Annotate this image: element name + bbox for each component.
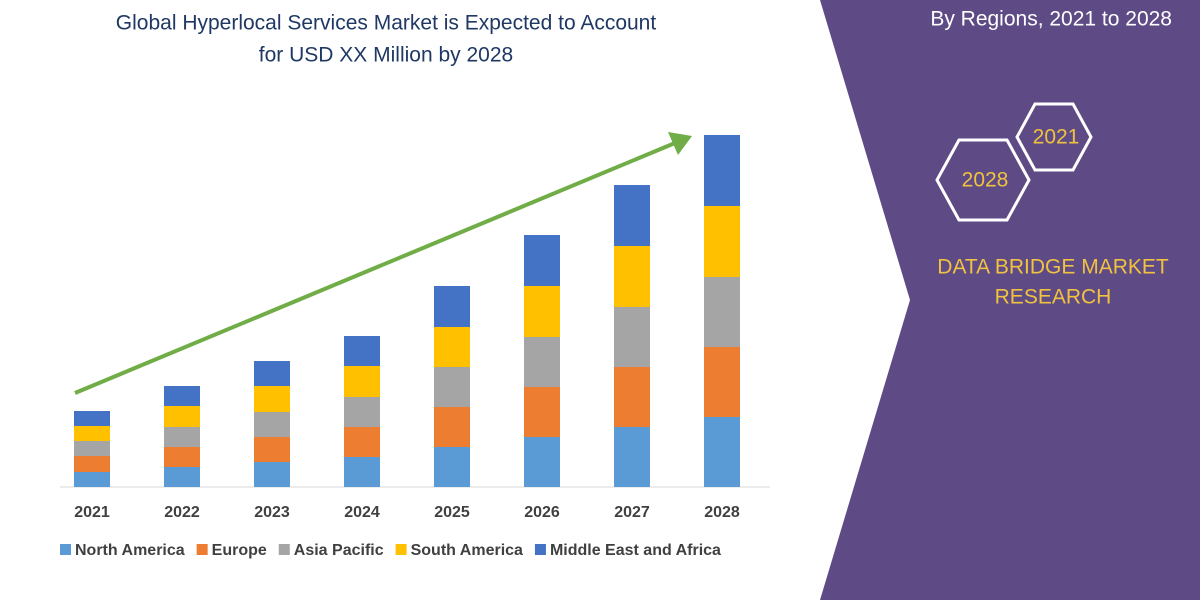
bar-segment: [524, 387, 560, 437]
bar-segment: [74, 411, 110, 426]
legend-swatch: [395, 544, 407, 555]
bar-segment: [524, 437, 560, 487]
bar-segment: [524, 286, 560, 337]
x-tick-label: 2021: [74, 504, 110, 521]
legend-label: South America: [411, 542, 523, 559]
bar-segment: [434, 367, 470, 407]
bar-segment: [164, 406, 200, 427]
bar-segment: [344, 397, 380, 427]
legend-label: North America: [75, 542, 185, 559]
bar-segment: [614, 185, 650, 246]
bar-segment: [524, 337, 560, 387]
x-tick-label: 2024: [344, 504, 380, 521]
bar-segment: [164, 386, 200, 406]
chart-title: for USD XX Million by 2028: [259, 44, 513, 67]
plot: 2021 2022 2023 2024 2025 2026 2027 2028 North Am…: [60, 135, 740, 559]
bar-segment: [434, 407, 470, 447]
bar-segment: [344, 366, 380, 397]
brand: RESEARCH: [995, 286, 1112, 309]
x-tick-label: 2025: [434, 504, 470, 521]
subtitle: By Regions, 2021 to 2028: [930, 8, 1172, 31]
bar-segment: [164, 427, 200, 447]
bar-segment: [614, 427, 650, 487]
badge: 2021: [1033, 126, 1080, 149]
legend-swatch: [278, 544, 290, 555]
bar-segment: [614, 367, 650, 427]
hexagon: [1015, 102, 1093, 172]
bar-segment: [614, 246, 650, 307]
bar-segment: [434, 327, 470, 367]
bar-segment: [614, 307, 650, 367]
bar-segment: [524, 235, 560, 286]
x-tick-label: 2027: [614, 504, 650, 521]
x-tick-label: 2026: [524, 504, 560, 521]
bar-segment: [344, 336, 380, 366]
legend-swatch: [534, 544, 546, 555]
badge: 2028: [962, 169, 1009, 192]
legend-label: Middle East and Africa: [550, 542, 721, 559]
bar-segment: [254, 361, 290, 386]
legend-label: Asia Pacific: [294, 542, 384, 559]
bar-segment: [74, 441, 110, 456]
brand: DATA BRIDGE MARKET: [937, 256, 1169, 279]
arrow-head: [668, 132, 692, 155]
bar-segment: [434, 447, 470, 487]
hexagon: [935, 138, 1031, 222]
bar-segment: [254, 412, 290, 437]
side-panel: [820, 0, 1200, 600]
bar-segment: [164, 447, 200, 467]
bar-segment: [254, 462, 290, 487]
bar-segment: [434, 286, 470, 327]
bar-segment: [704, 135, 740, 206]
chart-title: Global Hyperlocal Services Market is Exp…: [116, 12, 657, 35]
bar-segment: [704, 417, 740, 487]
bar-segment: [254, 386, 290, 412]
bar-segment: [344, 427, 380, 457]
x-tick-label: 2023: [254, 504, 290, 521]
bar-segment: [254, 437, 290, 462]
x-tick-label: 2028: [704, 504, 740, 521]
bar-segment: [74, 456, 110, 472]
bar-segment: [74, 426, 110, 441]
x-tick-label: 2022: [164, 504, 200, 521]
trend-arrow: [74, 141, 676, 395]
bar-segment: [74, 472, 110, 487]
bar-segment: [704, 206, 740, 277]
legend-swatch: [196, 544, 208, 555]
bar-segment: [164, 467, 200, 487]
legend-label: Europe: [212, 542, 267, 559]
bar-segment: [704, 347, 740, 417]
bar-segment: [704, 277, 740, 347]
legend-swatch: [60, 544, 71, 555]
bar-segment: [344, 457, 380, 487]
